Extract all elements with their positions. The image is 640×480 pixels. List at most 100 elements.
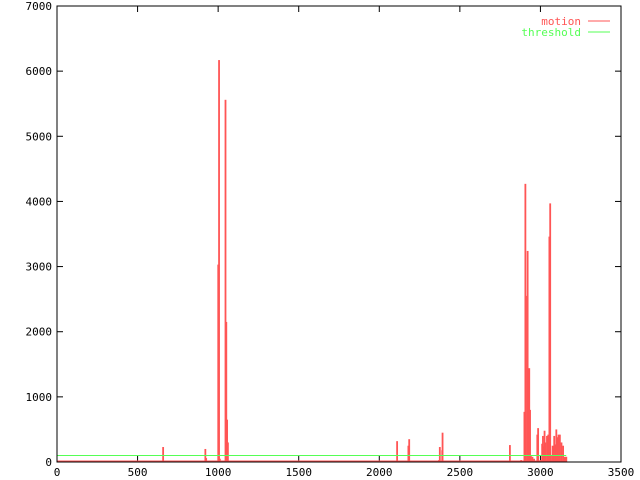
motion-impulse: [549, 203, 552, 462]
motion-impulse: [257, 460, 260, 462]
motion-impulse: [509, 445, 511, 462]
motion-impulse: [162, 447, 165, 462]
motion-impulse: [553, 435, 556, 462]
motion-impulse: [218, 458, 221, 462]
motion-impulse: [320, 460, 323, 462]
motion-impulse: [520, 460, 523, 462]
x-tick-label: 2000: [366, 466, 393, 479]
motion-impulse: [191, 460, 194, 462]
motion-impulse: [397, 460, 400, 462]
motion-impulse: [415, 460, 418, 462]
motion-impulse: [491, 460, 494, 462]
x-tick-label: 3500: [608, 466, 635, 479]
motion-impulse: [459, 460, 461, 462]
motion-impulse: [175, 460, 178, 462]
motion-impulse: [352, 460, 355, 462]
motion-impulse: [260, 460, 263, 462]
motion-impulse: [224, 99, 227, 462]
motion-impulse: [396, 441, 399, 462]
motion-impulse: [446, 460, 448, 462]
motion-impulse: [554, 444, 557, 462]
x-tick-label: 2500: [447, 466, 474, 479]
motion-impulse: [560, 442, 563, 462]
motion-impulse: [502, 460, 505, 462]
x-tick-label: 1000: [205, 466, 232, 479]
motion-impulse: [539, 460, 542, 462]
motion-impulse: [438, 447, 441, 462]
motion-impulse: [533, 458, 535, 462]
motion-impulse: [281, 460, 284, 462]
motion-impulse: [226, 419, 229, 462]
motion-impulse: [425, 460, 428, 462]
motion-impulse: [512, 460, 515, 462]
motion-impulse: [333, 460, 336, 462]
y-tick-label: 4000: [26, 195, 53, 208]
motion-impulse: [183, 460, 186, 462]
motion-impulse: [523, 411, 526, 462]
motion-impulse: [556, 437, 559, 462]
motion-impulse: [227, 442, 229, 462]
legend-label-motion: motion: [541, 15, 581, 28]
motion-impulse: [562, 445, 564, 462]
motion-impulse: [401, 460, 403, 462]
y-tick-label: 1000: [26, 391, 53, 404]
motion-impulse: [288, 460, 291, 462]
x-tick-label: 500: [128, 466, 148, 479]
y-tick-label: 3000: [26, 261, 53, 274]
motion-impulse: [531, 456, 534, 462]
plot-frame: [56, 5, 622, 463]
x-tick-label: 3000: [527, 466, 554, 479]
motion-impulse: [285, 460, 287, 462]
motion-impulse: [69, 460, 71, 462]
motion-impulse: [205, 458, 208, 462]
motion-impulse: [526, 250, 529, 462]
motion-impulse: [529, 409, 531, 462]
motion-impulse: [315, 460, 318, 462]
motion-impulse: [534, 460, 537, 462]
motion-impulse: [426, 460, 429, 462]
motion-impulse: [565, 456, 568, 462]
motion-impulse: [186, 460, 189, 462]
motion-impulse: [529, 455, 532, 462]
motion-impulse: [563, 456, 566, 462]
motion-impulse: [538, 460, 540, 462]
plot-marks: [57, 60, 568, 463]
motion-impulse: [557, 434, 560, 462]
motion-impulse: [455, 460, 458, 462]
x-axis: 0 500 1000 1500 2000 2500 3000 3500: [54, 6, 635, 479]
y-tick-label: 5000: [26, 130, 53, 143]
motion-impulse: [117, 460, 120, 462]
motion-impulse: [546, 435, 548, 462]
motion-impulse: [442, 460, 445, 462]
motion-impulse: [326, 460, 329, 462]
motion-impulse: [483, 460, 486, 462]
motion-impulse: [394, 460, 397, 462]
motion-impulse: [225, 321, 228, 462]
motion-impulse: [312, 460, 315, 462]
motion-impulse: [268, 460, 271, 462]
motion-impulse: [218, 60, 220, 462]
motion-impulse: [441, 432, 444, 462]
motion-impulse: [551, 445, 554, 462]
motion-impulse: [169, 460, 171, 462]
motion-impulse: [165, 460, 168, 462]
x-tick-label: 0: [54, 466, 61, 479]
motion-impulse: [544, 442, 547, 462]
motion-impulse: [291, 460, 294, 462]
x-tick-label: 1500: [285, 466, 312, 479]
motion-impulse: [525, 295, 527, 462]
motion-impulse: [330, 460, 332, 462]
motion-impulse: [115, 460, 118, 462]
motion-impulse: [275, 460, 278, 462]
y-tick-label: 6000: [26, 65, 53, 78]
motion-impulse: [550, 455, 552, 462]
motion-impulse: [547, 434, 550, 462]
motion-impulse: [537, 428, 540, 462]
motion-impulse: [467, 460, 469, 462]
y-axis: 0 1000 2000 3000 4000 5000 6000 7000: [26, 0, 621, 469]
y-tick-label: 2000: [26, 326, 53, 339]
motion-impulse: [555, 429, 558, 462]
motion-impulse: [410, 460, 413, 462]
